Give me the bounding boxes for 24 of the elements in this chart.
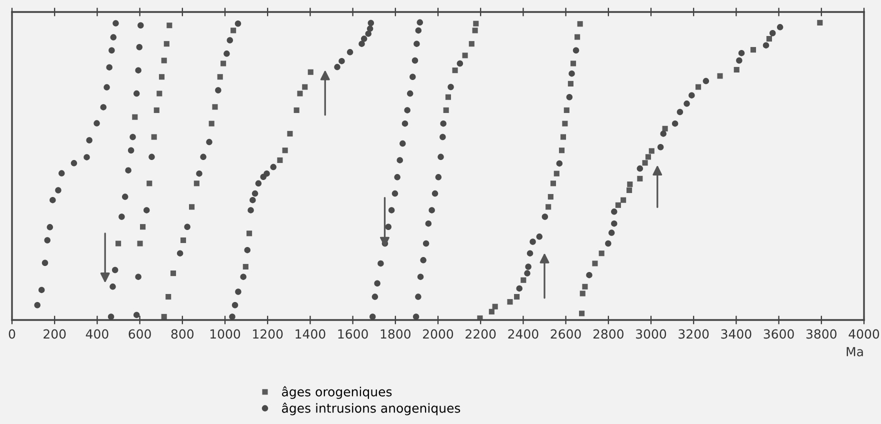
x-tick-label: 1200: [253, 329, 283, 339]
x-tick-label: 0: [8, 329, 16, 339]
x-tick-label: 3400: [721, 329, 752, 339]
x-tick-label: 3600: [764, 329, 794, 339]
x-tick-label: 4000: [848, 329, 880, 339]
x-tick-label: 1600: [338, 329, 368, 339]
x-tick-label: 200: [44, 329, 66, 339]
x-tick-label: 400: [86, 329, 108, 339]
x-tick-label: 3000: [636, 329, 666, 339]
x-tick-label: 800: [171, 329, 194, 339]
x-tick-label: 2600: [550, 329, 581, 339]
x-tick-label: 3800: [806, 329, 836, 339]
legend-label: âges intrusions anogeniques: [282, 402, 460, 416]
x-tick-label: 2200: [466, 329, 496, 339]
legend-label: âges orogeniques: [282, 386, 392, 399]
x-tick-label: 600: [128, 329, 151, 339]
x-tick-label: 2000: [423, 329, 454, 339]
x-axis-title: Ma: [846, 347, 863, 356]
x-tick-label: 1800: [380, 329, 410, 339]
x-tick-label: 2400: [508, 329, 538, 339]
x-tick-label: 1400: [296, 329, 326, 339]
x-tick-label: 1000: [210, 329, 240, 339]
x-tick-label: 2800: [593, 329, 624, 339]
x-tick-label: 3200: [678, 329, 709, 339]
